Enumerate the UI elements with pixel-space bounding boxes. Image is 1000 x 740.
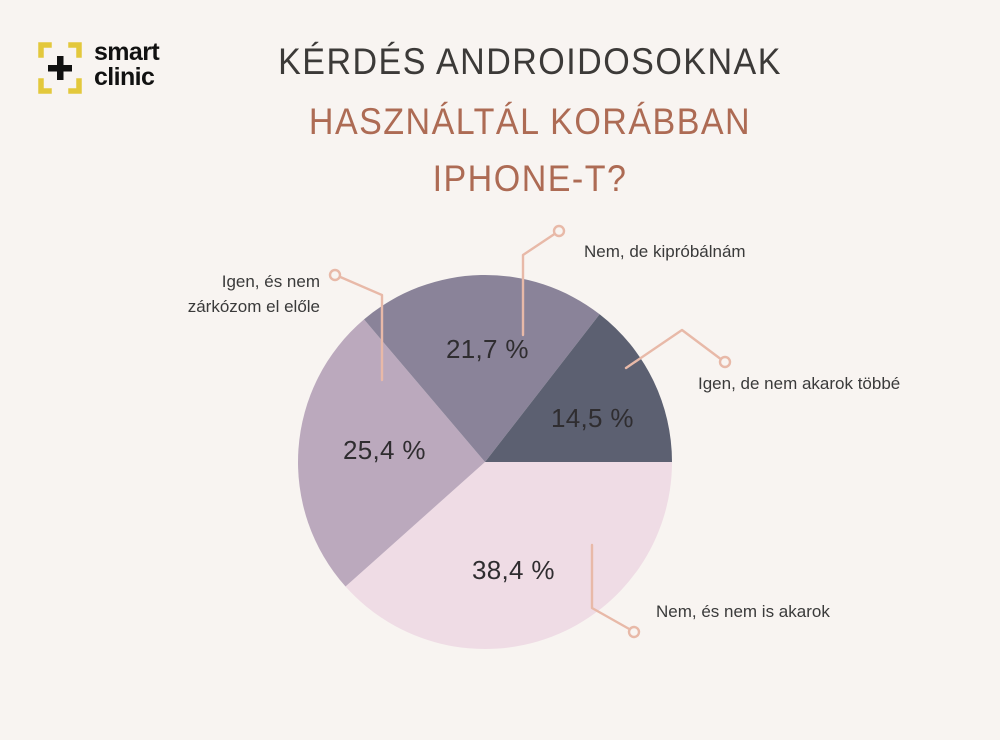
slice-value-igen-de-nem-akarok-tobbe: 14,5 %	[551, 403, 634, 433]
leader-dot-nem-es-nem-is-akarok	[627, 625, 641, 639]
leader-line-nem-de-kiprobalnam	[521, 231, 558, 337]
brand-name-line2: clinic	[94, 62, 155, 91]
page-subtitle-line1: HASZNÁLTÁL KORÁBBAN	[308, 100, 752, 142]
leader-dot-igen-de-nem-akarok-tobbe	[718, 355, 732, 369]
pie-slice-nem-es-nem-is-akarok[interactable]	[345, 462, 672, 649]
pie-slices	[298, 274, 672, 649]
callout-label-line1: Igen, és nem	[221, 272, 320, 291]
leader-lines	[336, 231, 724, 632]
pie-chart-svg	[298, 224, 732, 649]
brand-name-line1: smart	[94, 38, 160, 66]
callout-label-line2: zárkózom el előle	[187, 296, 320, 316]
page-subtitle: HASZNÁLTÁL KORÁBBAN IPHONE-T?	[254, 93, 806, 208]
pie-slice-igen-de-nem-akarok-tobbe[interactable]	[485, 314, 672, 462]
callout-label-igen-es-nem-zarkozom-el-elole: Igen, és nem zárkózom el előle	[130, 270, 320, 319]
slice-value-nem-de-kiprobalnam: 21,7 %	[446, 334, 529, 364]
leader-line-nem-es-nem-is-akarok	[590, 543, 633, 632]
leader-line-igen-es-nem-zarkozom	[336, 274, 384, 382]
page-title: KÉRDÉS ANDROIDOSOKNAK	[278, 41, 782, 82]
brand-logo: smart clinic	[36, 40, 246, 100]
slice-value-igen-es-nem-zarkozom-el-elole: 25,4 %	[343, 435, 426, 465]
brand-wordmark: smart clinic	[94, 40, 234, 90]
pie-slice-igen-es-nem-zarkozom-el-elole[interactable]	[298, 319, 485, 587]
leader-dot-nem-de-kiprobalnam	[552, 224, 566, 238]
callout-label-nem-es-nem-is-akarok: Nem, és nem is akarok	[656, 602, 830, 621]
pie-chart: 21,7 % 14,5 % 25,4 % 38,4 % Nem, de kipr…	[0, 190, 1000, 740]
header-block: KÉRDÉS ANDROIDOSOKNAK HASZNÁLTÁL KORÁBBA…	[230, 40, 830, 207]
plus-in-bracket-frame-icon	[38, 42, 82, 94]
page-subtitle-line2: IPHONE-T?	[432, 158, 628, 199]
pie-slice-nem-de-kiprobalnam[interactable]	[364, 274, 600, 462]
slice-value-nem-es-nem-is-akarok: 38,4 %	[472, 555, 555, 585]
leader-end-dots	[328, 224, 732, 639]
callout-label-igen-de-nem-akarok-tobbe: Igen, de nem akarok többé	[698, 374, 901, 393]
leader-dot-igen-es-nem-zarkozom	[328, 268, 342, 282]
callout-label-nem-de-kiprobalnam: Nem, de kipróbálnám	[584, 242, 746, 261]
leader-line-igen-de-nem-akarok-tobbe	[624, 328, 724, 370]
